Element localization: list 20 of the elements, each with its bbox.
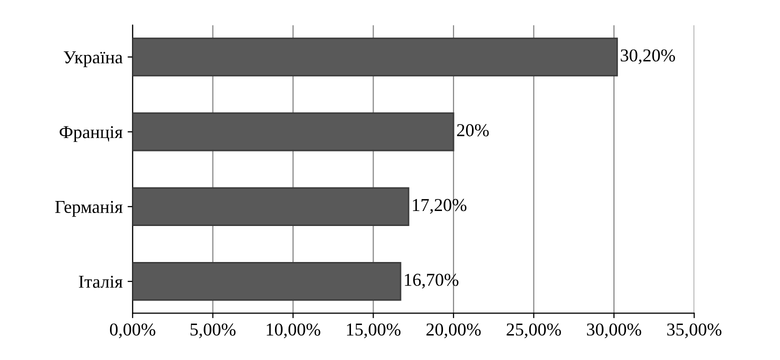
data-label: 17,20% bbox=[412, 198, 466, 214]
x-tick-label: 30,00% bbox=[587, 323, 642, 338]
x-tick-label: 5,00% bbox=[190, 323, 236, 338]
data-label: 20% bbox=[457, 124, 489, 136]
bar bbox=[132, 112, 454, 152]
y-tick-label: Франція bbox=[60, 126, 123, 142]
x-tick-label: 35,00% bbox=[667, 323, 722, 338]
y-tick-label: Україна bbox=[64, 51, 123, 68]
x-tick-label: 25,00% bbox=[506, 323, 561, 338]
x-tick-label: 10,00% bbox=[266, 323, 320, 338]
x-tick-label: 0,00% bbox=[110, 323, 156, 338]
x-tick-label: 15,00% bbox=[347, 323, 401, 338]
data-label: 30,20% bbox=[620, 49, 676, 64]
y-tick-label: Італія bbox=[78, 276, 123, 288]
bar bbox=[132, 187, 410, 226]
y-tick-label: Германія bbox=[55, 200, 123, 217]
x-tick-label: 20,00% bbox=[426, 323, 481, 338]
data-label: 16,70% bbox=[404, 274, 458, 289]
bar bbox=[132, 38, 618, 76]
bar bbox=[132, 262, 402, 301]
